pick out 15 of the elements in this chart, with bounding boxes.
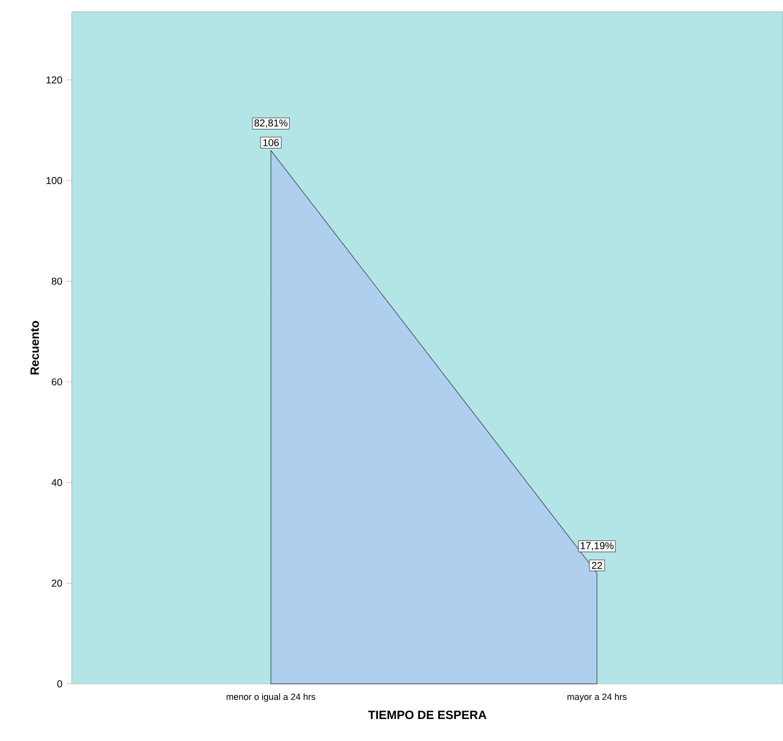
y-axis-title: Recuento	[30, 321, 39, 375]
x-tick-label: menor o igual a 24 hrs	[226, 693, 316, 702]
y-tick-label: 120	[46, 76, 62, 84]
annotation: 17,19%	[580, 542, 614, 551]
y-tick-label: 80	[52, 278, 62, 285]
y-tick-label: 0	[57, 680, 62, 688]
data-label: 22	[592, 562, 602, 570]
x-axis-title: TIEMPO DE ESPERA	[368, 710, 486, 720]
y-tick-label: 20	[52, 580, 62, 587]
y-tick-label: 60	[52, 378, 62, 386]
y-tick-label: 100	[46, 177, 62, 184]
annotation: 82,81%	[254, 120, 288, 128]
y-tick-label: 40	[52, 479, 62, 486]
x-tick-label: mayor a 24 hrs	[568, 693, 627, 702]
data-label: 106	[263, 139, 279, 146]
